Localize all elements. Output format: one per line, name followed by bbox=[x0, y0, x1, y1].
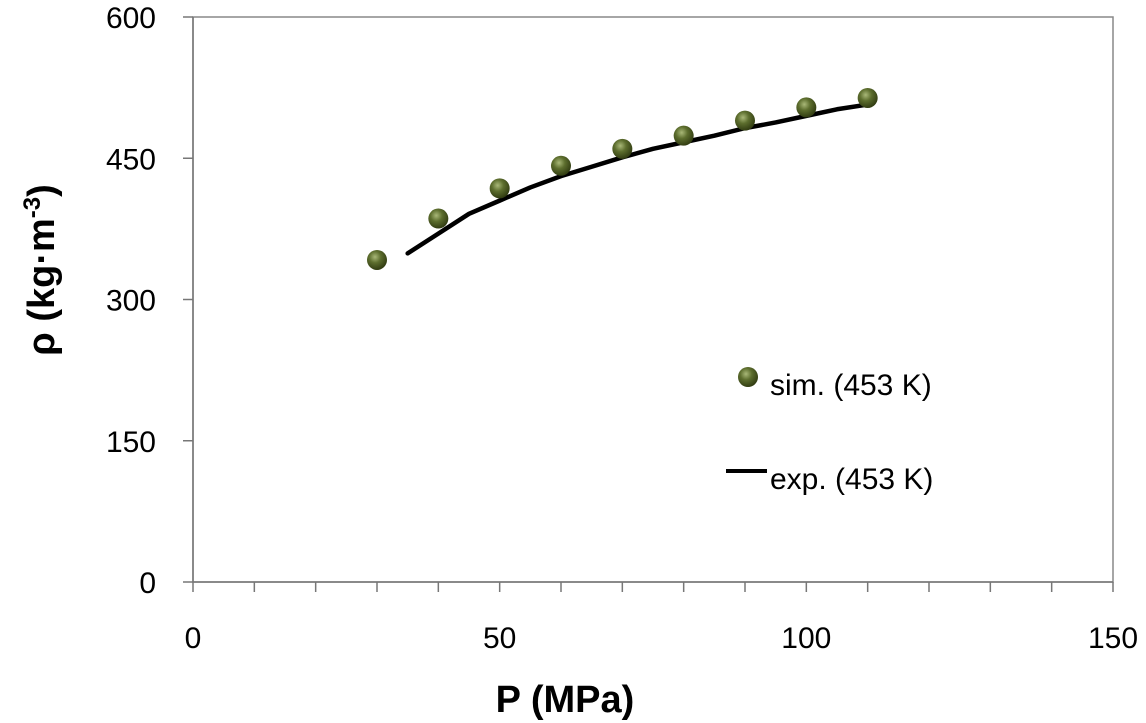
x-axis-title: P (MPa) bbox=[496, 679, 635, 721]
y-tick-label: 0 bbox=[139, 567, 156, 600]
y-axis-title-end: ) bbox=[21, 184, 63, 197]
x-tick-label: 100 bbox=[781, 622, 831, 655]
sim-point bbox=[796, 97, 817, 118]
y-tick-label: 600 bbox=[106, 2, 156, 35]
plot-area bbox=[192, 16, 1114, 583]
y-axis-title: ρ (kg·m-3) bbox=[19, 184, 63, 356]
sim-point bbox=[612, 138, 633, 159]
y-tick-label: 450 bbox=[106, 143, 156, 176]
sim-point bbox=[857, 87, 878, 108]
legend: sim. (453 K) exp. (453 K) bbox=[726, 367, 933, 496]
x-tick-label: 0 bbox=[185, 622, 202, 655]
x-tick-label: 150 bbox=[1088, 622, 1138, 655]
sim-point bbox=[735, 110, 755, 131]
legend-label-exp: exp. (453 K) bbox=[770, 463, 933, 496]
sim-point bbox=[551, 155, 571, 176]
exp-line bbox=[405, 102, 870, 256]
y-tick-label: 150 bbox=[106, 426, 156, 459]
y-tick-label: 300 bbox=[106, 285, 156, 318]
y-axis-title-sup: -3 bbox=[19, 197, 46, 218]
legend-marker-sim bbox=[738, 367, 758, 387]
x-tick-label: 50 bbox=[483, 622, 516, 655]
y-axis-title-main: ρ (kg·m bbox=[21, 218, 63, 356]
sim-point bbox=[428, 208, 449, 229]
legend-label-sim: sim. (453 K) bbox=[770, 369, 932, 402]
sim-point bbox=[489, 178, 510, 199]
sim-point bbox=[673, 125, 694, 146]
sim-point bbox=[367, 249, 387, 270]
